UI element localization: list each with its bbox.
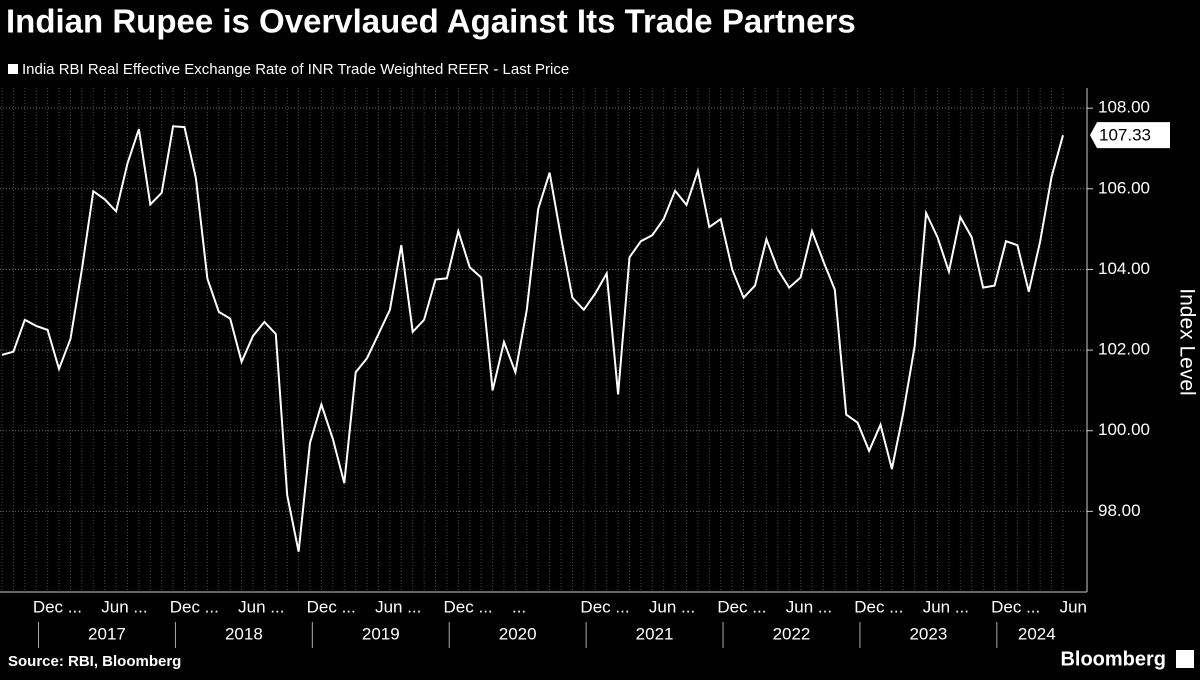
source: Source: RBI, Bloomberg <box>8 653 181 670</box>
x-tick-label: Jun ... <box>649 597 695 616</box>
x-tick-label: Jun ... <box>786 597 832 616</box>
y-tick-label: 108.00 <box>1098 98 1150 117</box>
y-axis-label: Index Level <box>1175 288 1198 395</box>
year-label: 2017 <box>88 624 126 643</box>
legend-label: India RBI Real Effective Exchange Rate o… <box>22 61 569 78</box>
chart-title: Indian Rupee is Overvlaued Against Its T… <box>6 3 856 40</box>
y-tick-label: 106.00 <box>1098 178 1150 197</box>
x-tick-label: Jun ... <box>923 597 969 616</box>
x-tick-label: Dec ... <box>991 597 1040 616</box>
data-line <box>1 125 1064 552</box>
y-tick-label: 102.00 <box>1098 340 1150 359</box>
legend-swatch <box>8 64 18 74</box>
last-price-box <box>1090 122 1170 149</box>
x-tick-label: ... <box>512 597 526 616</box>
x-tick-label: Jun ... <box>101 597 147 616</box>
x-tick-label: Dec ... <box>307 597 356 616</box>
year-label: 2018 <box>225 624 263 643</box>
y-tick-label: 104.00 <box>1098 259 1150 278</box>
year-label: 2024 <box>1018 624 1056 643</box>
brand-logo <box>1176 650 1194 668</box>
x-tick-label: Dec ... <box>717 597 766 616</box>
y-tick-label: 100.00 <box>1098 420 1150 439</box>
x-tick-label: Dec ... <box>854 597 903 616</box>
y-tick-label: 98.00 <box>1098 501 1141 520</box>
year-label: 2023 <box>909 624 947 643</box>
x-tick-label: Dec ... <box>170 597 219 616</box>
brand: Bloomberg <box>1060 648 1166 670</box>
x-tick-label: Dec ... <box>444 597 493 616</box>
year-label: 2022 <box>773 624 811 643</box>
x-tick-label: Dec ... <box>580 597 629 616</box>
x-tick-label: Dec ... <box>33 597 82 616</box>
x-tick-label: Jun ... <box>238 597 284 616</box>
year-label: 2019 <box>362 624 400 643</box>
last-price-label: 107.33 <box>1099 126 1151 145</box>
year-label: 2021 <box>636 624 674 643</box>
x-tick-label: Jun <box>1060 597 1087 616</box>
year-label: 2020 <box>499 624 537 643</box>
x-tick-label: Jun ... <box>375 597 421 616</box>
